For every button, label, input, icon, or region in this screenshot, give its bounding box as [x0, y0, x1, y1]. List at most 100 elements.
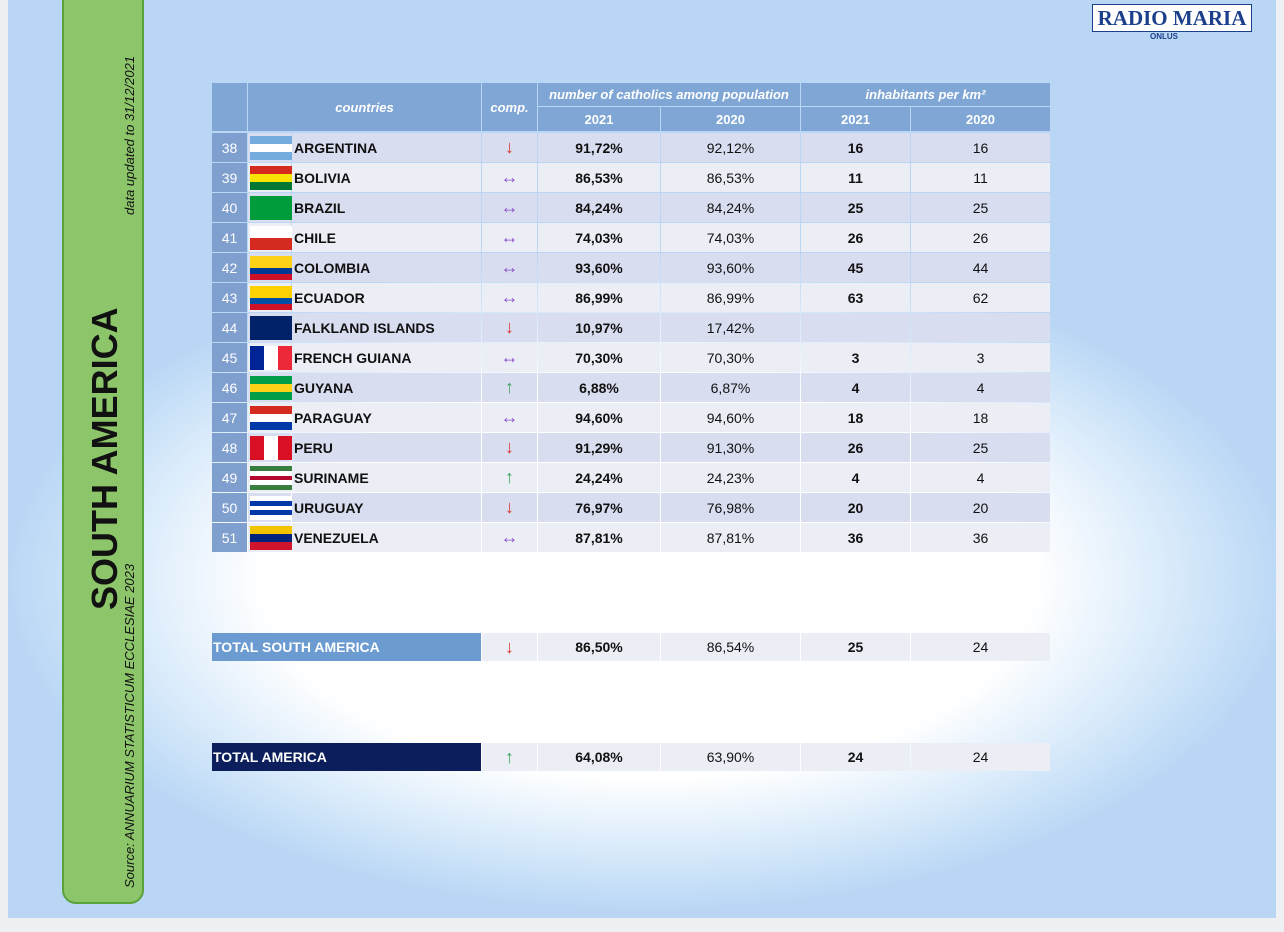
header-year: 2021: [538, 107, 660, 131]
country-cell: FALKLAND ISLANDS: [292, 313, 481, 342]
catholics-2021: 84,24%: [538, 193, 660, 222]
density-2021: 4: [801, 373, 910, 402]
density-2020: 18: [911, 403, 1050, 432]
flag: [250, 436, 292, 460]
country-cell: PERU: [292, 433, 481, 462]
flag: [250, 286, 292, 310]
sidebar: SOUTH AMERICA data updated to 31/12/2021…: [62, 0, 144, 904]
country-cell: ECUADOR: [292, 283, 481, 312]
logo-name: RADIO MARIA: [1097, 6, 1247, 30]
flag: [250, 316, 292, 340]
rank-cell: 47: [212, 403, 247, 432]
density-2020: 3: [911, 343, 1050, 372]
trend-cell: ↔: [482, 283, 537, 312]
trend-cell: ↓: [482, 313, 537, 342]
total-label: TOTAL AMERICA: [212, 743, 481, 771]
header-year: 2021: [801, 107, 910, 131]
rank-cell: 50: [212, 493, 247, 522]
density-2020: [911, 313, 1050, 342]
density-2020: 24: [911, 633, 1050, 661]
catholics-2021: 86,53%: [538, 163, 660, 192]
density-2021: 25: [801, 633, 910, 661]
density-2020: 11: [911, 163, 1050, 192]
rank-cell: 45: [212, 343, 247, 372]
density-2020: 16: [911, 133, 1050, 162]
density-2020: 4: [911, 373, 1050, 402]
country-cell: URUGUAY: [292, 493, 481, 522]
header-cell: countries: [248, 83, 481, 131]
country-cell: COLOMBIA: [292, 253, 481, 282]
catholics-2021: 76,97%: [538, 493, 660, 522]
country-cell: VENEZUELA: [292, 523, 481, 552]
rank-cell: 40: [212, 193, 247, 222]
flag: [250, 496, 292, 520]
trend-cell: ↔: [482, 193, 537, 222]
date-note: data updated to 31/12/2021: [122, 55, 137, 215]
country-cell: FRENCH GUIANA: [292, 343, 481, 372]
catholics-2020: 63,90%: [661, 743, 800, 771]
density-2021: 11: [801, 163, 910, 192]
trend-cell: ↔: [482, 163, 537, 192]
flag: [250, 256, 292, 280]
catholics-2020: 92,12%: [661, 133, 800, 162]
catholics-2021: 24,24%: [538, 463, 660, 492]
rank-cell: 44: [212, 313, 247, 342]
trend-cell: ↔: [482, 343, 537, 372]
density-2021: 63: [801, 283, 910, 312]
catholics-2021: 10,97%: [538, 313, 660, 342]
trend-cell: ↓: [482, 133, 537, 162]
catholics-2021: 93,60%: [538, 253, 660, 282]
country-cell: CHILE: [292, 223, 481, 252]
catholics-2021: 94,60%: [538, 403, 660, 432]
trend-cell: ↔: [482, 253, 537, 282]
density-2020: 26: [911, 223, 1050, 252]
trend-cell: ↓: [482, 493, 537, 522]
density-2021: [801, 313, 910, 342]
sidebar-title: SOUTH AMERICA: [84, 307, 125, 610]
total-label: TOTAL SOUTH AMERICA: [212, 633, 481, 661]
density-2020: 62: [911, 283, 1050, 312]
rank-cell: 49: [212, 463, 247, 492]
catholics-2021: 86,50%: [538, 633, 660, 661]
density-2020: 20: [911, 493, 1050, 522]
catholics-2021: 91,29%: [538, 433, 660, 462]
density-2020: 36: [911, 523, 1050, 552]
density-2021: 25: [801, 193, 910, 222]
rank-cell: 42: [212, 253, 247, 282]
catholics-2020: 70,30%: [661, 343, 800, 372]
density-2021: 24: [801, 743, 910, 771]
catholics-2020: 24,23%: [661, 463, 800, 492]
rank-cell: 51: [212, 523, 247, 552]
flag: [250, 466, 292, 490]
catholics-2020: 86,54%: [661, 633, 800, 661]
catholics-2020: 17,42%: [661, 313, 800, 342]
density-2021: 36: [801, 523, 910, 552]
catholics-2020: 86,99%: [661, 283, 800, 312]
density-2020: 4: [911, 463, 1050, 492]
header-cell: inhabitants per km²: [801, 83, 1050, 106]
logo-sub: ONLUS: [1150, 32, 1178, 41]
catholics-2020: 76,98%: [661, 493, 800, 522]
catholics-2020: 94,60%: [661, 403, 800, 432]
header-cell: comp.: [482, 83, 537, 131]
density-2020: 24: [911, 743, 1050, 771]
rank-cell: 46: [212, 373, 247, 402]
header-year: 2020: [661, 107, 800, 131]
density-2021: 26: [801, 223, 910, 252]
trend-cell: ↑: [482, 743, 537, 771]
catholics-2021: 86,99%: [538, 283, 660, 312]
catholics-2020: 86,53%: [661, 163, 800, 192]
catholics-2021: 87,81%: [538, 523, 660, 552]
trend-cell: ↑: [482, 463, 537, 492]
header-cell: number of catholics among population: [538, 83, 800, 106]
catholics-2020: 93,60%: [661, 253, 800, 282]
density-2021: 26: [801, 433, 910, 462]
catholics-2021: 70,30%: [538, 343, 660, 372]
catholics-2020: 87,81%: [661, 523, 800, 552]
source-note: Source: ANNUARIUM STATISTICUM ECCLESIAE …: [122, 563, 137, 888]
catholics-2020: 84,24%: [661, 193, 800, 222]
density-2020: 25: [911, 193, 1050, 222]
flag: [250, 376, 292, 400]
flag: [250, 136, 292, 160]
